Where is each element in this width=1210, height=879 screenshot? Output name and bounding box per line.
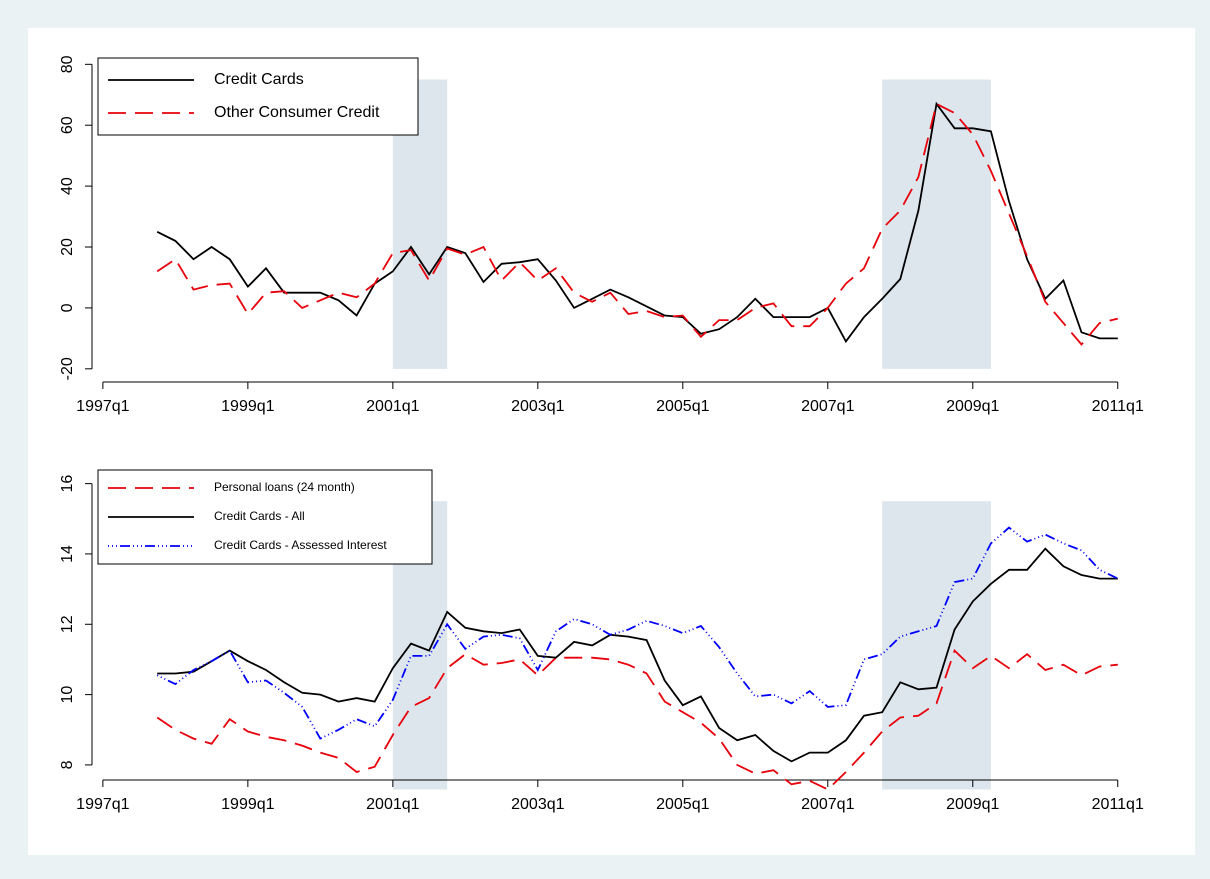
- x-tick-label: 2011q1: [1092, 398, 1144, 415]
- legend-label: Other Consumer Credit: [214, 104, 380, 121]
- x-tick-label: 2007q1: [801, 796, 854, 813]
- x-tick-label: 2009q1: [946, 796, 999, 813]
- y-tick-label: 20: [59, 238, 76, 256]
- series-line: [156, 526, 1119, 740]
- series-line: [156, 102, 1119, 346]
- legend-label: Credit Cards: [214, 71, 304, 88]
- y-tick-label: 60: [59, 116, 76, 134]
- x-tick-label: 2001q1: [366, 398, 419, 415]
- x-tick-label: 1997q1: [76, 796, 129, 813]
- x-tick-label: 1999q1: [221, 796, 274, 813]
- legend-label: Credit Cards - All: [214, 509, 305, 523]
- plot-region: [28, 28, 1195, 855]
- x-tick-label: 1997q1: [76, 398, 129, 415]
- x-tick-label: 2005q1: [656, 398, 709, 415]
- legend-box: [97, 57, 419, 136]
- x-tick-label: 2011q1: [1092, 796, 1144, 813]
- x-tick-label: 2001q1: [366, 796, 419, 813]
- series-line: [156, 648, 1118, 791]
- series-line: [157, 547, 1118, 763]
- legend-label: Credit Cards - Assessed Interest: [214, 538, 387, 552]
- legend: Personal loans (24 month) Credit Cards - …: [97, 469, 433, 565]
- shaded-region: [882, 501, 991, 790]
- x-tick-label: 1999q1: [221, 398, 274, 415]
- x-tick-label: 2003q1: [511, 796, 564, 813]
- x-tick-label: 2005q1: [656, 796, 709, 813]
- y-tick-label: 10: [59, 686, 76, 704]
- y-tick-label: 12: [59, 615, 76, 633]
- y-tick-label: 8: [59, 760, 76, 769]
- x-tick-label: 2003q1: [511, 398, 564, 415]
- series-line: [156, 101, 1118, 344]
- legend-label: Personal loans (24 month): [214, 480, 355, 494]
- y-tick-label: 80: [59, 55, 76, 73]
- y-tick-label: -20: [59, 357, 76, 380]
- y-tick-label: 40: [59, 177, 76, 195]
- x-tick-label: 2009q1: [946, 398, 999, 415]
- y-tick-label: 0: [59, 303, 76, 312]
- y-tick-label: 16: [59, 475, 76, 493]
- y-tick-label: 14: [59, 545, 76, 563]
- x-tick-label: 2007q1: [801, 398, 854, 415]
- legend: Credit Cards Other Consumer Credit: [97, 57, 419, 136]
- shaded-region: [882, 79, 991, 369]
